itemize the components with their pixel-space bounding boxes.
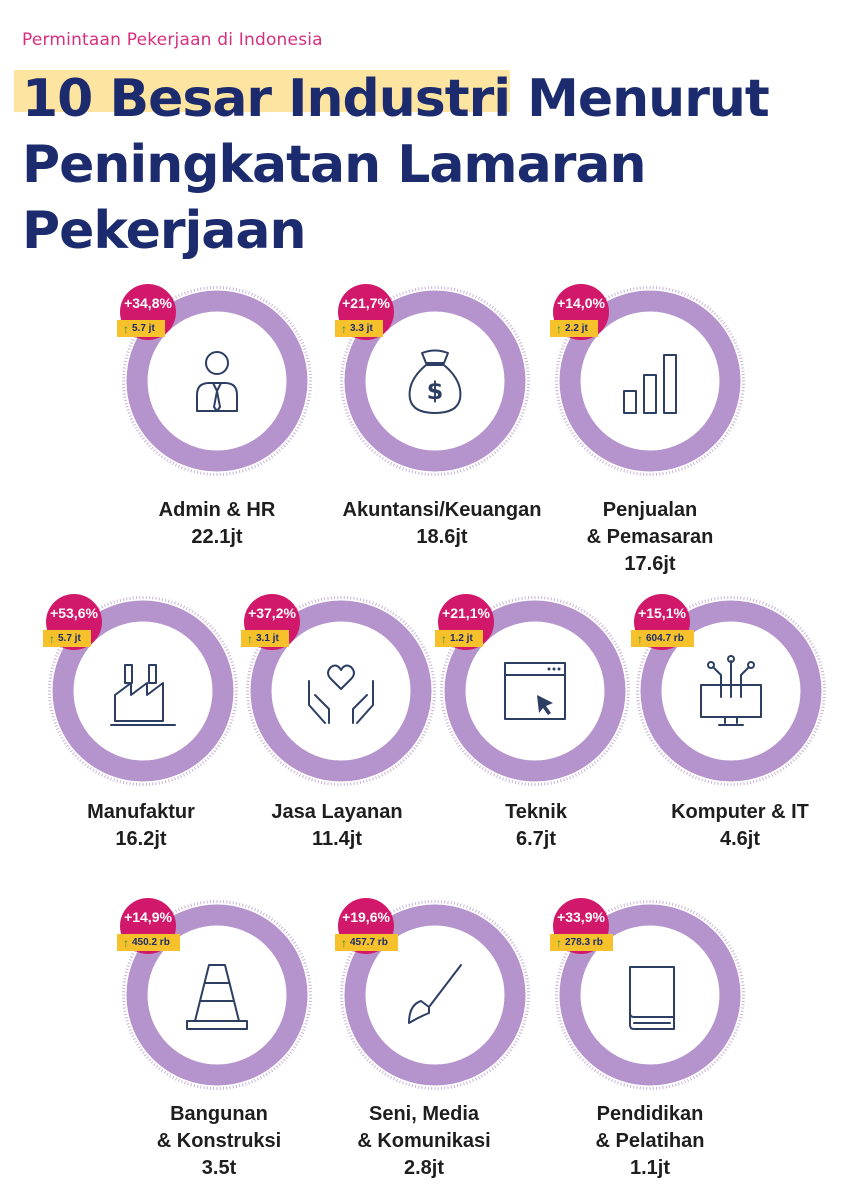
industry-total: 18.6jt (416, 526, 468, 548)
ring-graphic (122, 900, 312, 1090)
title-highlight (14, 70, 510, 112)
arrow-up-icon: ↑ (123, 321, 129, 336)
industry-total: 1.1jt (629, 1157, 671, 1179)
industry-card: +14,9% ↑ 450.2 rb (117, 898, 312, 1090)
paintbrush-icon (408, 964, 462, 1024)
increase-value: 1.2 jt (450, 633, 473, 644)
increase-tag: ↑ 457.7 rb (335, 934, 398, 951)
ring-graphic (555, 286, 745, 476)
arrow-up-icon: ↑ (556, 935, 562, 950)
ring-graphic (340, 900, 530, 1090)
industry-card: $ +21,7% ↑ 3.3 jt (335, 284, 530, 476)
industry-card: +21,1% ↑ 1.2 jt (435, 594, 630, 786)
industry-total: 6.7jt (515, 828, 557, 850)
increase-tag: ↑ 1.2 jt (435, 630, 483, 647)
arrow-up-icon: ↑ (341, 935, 347, 950)
arrow-up-icon: ↑ (441, 631, 447, 646)
ring-graphic (340, 286, 530, 476)
increase-value: 278.3 rb (565, 937, 603, 948)
arrow-up-icon: ↑ (123, 935, 129, 950)
arrow-up-icon: ↑ (637, 631, 643, 646)
industry-name: Akuntansi/Keuangan (342, 499, 542, 521)
increase-value: 3.3 jt (350, 323, 373, 334)
increase-tag: ↑ 3.3 jt (335, 320, 383, 337)
industry-label: Teknik 6.7jt (421, 799, 651, 853)
person-tie-icon (196, 351, 238, 412)
increase-value: 3.1 jt (256, 633, 279, 644)
industry-card: +19,6% ↑ 457.7 rb (335, 898, 530, 1090)
book-icon (629, 966, 675, 1030)
increase-tag: ↑ 5.7 jt (43, 630, 91, 647)
ring-graphic (440, 596, 630, 786)
industry-name: & Pemasaran (586, 526, 714, 548)
industry-card: +53,6% ↑ 5.7 jt (43, 594, 238, 786)
arrow-up-icon: ↑ (247, 631, 253, 646)
traffic-cone-icon (186, 964, 248, 1030)
increase-tag: ↑ 2.2 jt (550, 320, 598, 337)
industry-label: Komputer & IT 4.6jt (625, 799, 855, 853)
hands-heart-icon (308, 664, 374, 724)
increase-tag: ↑ 450.2 rb (117, 934, 180, 951)
industry-label: Admin & HR 22.1jt (102, 497, 332, 551)
industry-name: Jasa Layanan (271, 801, 403, 823)
industry-total: 16.2jt (115, 828, 167, 850)
increase-value: 5.7 jt (58, 633, 81, 644)
industry-name: Admin & HR (158, 499, 276, 521)
industry-label: Bangunan & Konstruksi 3.5t (104, 1101, 334, 1182)
ring-graphic (48, 596, 238, 786)
industry-label: Manufaktur 16.2jt (26, 799, 256, 853)
kicker-text: Permintaan Pekerjaan di Indonesia (22, 30, 323, 50)
industry-label: Seni, Media & Komunikasi 2.8jt (309, 1101, 539, 1182)
ring-graphic (122, 286, 312, 476)
increase-tag: ↑ 5.7 jt (117, 320, 165, 337)
industry-name: Seni, Media (368, 1103, 480, 1125)
arrow-up-icon: ↑ (49, 631, 55, 646)
industry-total: 2.8jt (403, 1157, 445, 1179)
factory-icon (110, 664, 176, 726)
increase-value: 457.7 rb (350, 937, 388, 948)
money-bag-icon: $ (408, 349, 462, 414)
svg-text:$: $ (427, 377, 444, 405)
increase-tag: ↑ 604.7 rb (631, 630, 694, 647)
industry-name: Komputer & IT (671, 801, 809, 823)
industry-total: 22.1jt (191, 526, 243, 548)
industry-card: +37,2% ↑ 3.1 jt (241, 594, 436, 786)
industry-total: 3.5t (201, 1157, 237, 1179)
computer-circuit-icon (700, 655, 762, 726)
arrow-up-icon: ↑ (556, 321, 562, 336)
industry-name: Pendidikan (596, 1103, 704, 1125)
bar-chart-icon (623, 354, 677, 414)
ring-graphic (246, 596, 436, 786)
increase-value: 450.2 rb (132, 937, 170, 948)
increase-value: 5.7 jt (132, 323, 155, 334)
industry-total: 11.4jt (311, 828, 363, 850)
browser-cursor-icon (504, 662, 566, 720)
industry-label: Penjualan & Pemasaran 17.6jt (535, 497, 765, 578)
industry-total: 4.6jt (719, 828, 761, 850)
industry-name: & Pelatihan (595, 1130, 705, 1152)
industry-label: Pendidikan & Pelatihan 1.1jt (535, 1101, 765, 1182)
increase-tag: ↑ 278.3 rb (550, 934, 613, 951)
industry-label: Jasa Layanan 11.4jt (222, 799, 452, 853)
increase-value: 604.7 rb (646, 633, 684, 644)
arrow-up-icon: ↑ (341, 321, 347, 336)
industry-total: 17.6jt (624, 553, 676, 575)
increase-tag: ↑ 3.1 jt (241, 630, 289, 647)
industry-card: +14,0% ↑ 2.2 jt (550, 284, 745, 476)
increase-value: 2.2 jt (565, 323, 588, 334)
industry-name: Teknik (505, 801, 567, 823)
industry-name: & Konstruksi (156, 1130, 282, 1152)
industry-name: Penjualan (602, 499, 698, 521)
industry-name: Manufaktur (87, 801, 195, 823)
industry-name: & Komunikasi (357, 1130, 491, 1152)
ring-graphic (555, 900, 745, 1090)
page-title: 10 Besar Industri Menurut Peningkatan La… (22, 69, 770, 261)
industry-label: Akuntansi/Keuangan 18.6jt (327, 497, 557, 551)
industry-card: +34,8% ↑ 5.7 jt (117, 284, 312, 476)
industry-card: +15,1% ↑ 604.7 rb (631, 594, 826, 786)
industry-name: Bangunan (170, 1103, 268, 1125)
industry-card: +33,9% ↑ 278.3 rb (550, 898, 745, 1090)
